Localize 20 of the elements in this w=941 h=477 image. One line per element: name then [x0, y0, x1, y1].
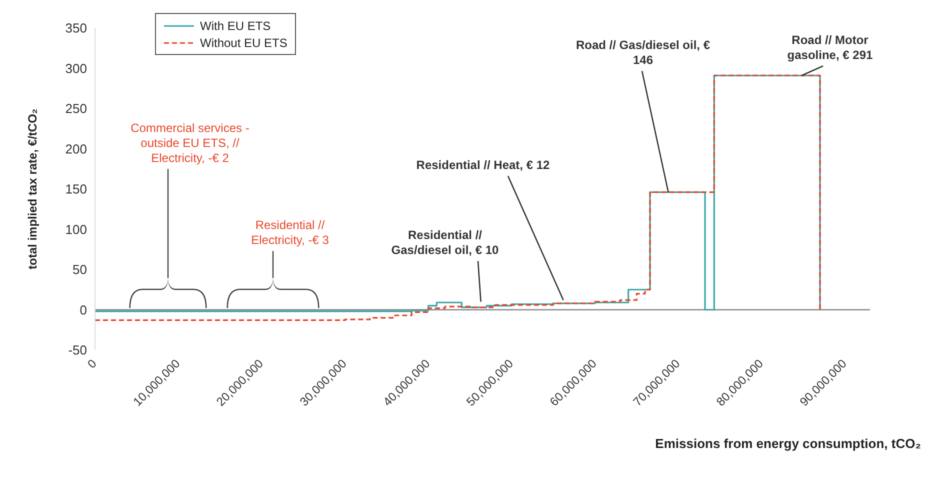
annotation: Residential // Gas/diesel oil, € 10: [390, 228, 500, 258]
y-tick-label: -50: [68, 342, 87, 358]
annotation: Residential // Electricity, -€ 3: [250, 218, 330, 248]
legend-label: With EU ETS: [200, 18, 271, 32]
y-tick-label: 200: [65, 141, 87, 156]
y-tick-label: 350: [65, 20, 87, 36]
annotation: Commercial services - outside EU ETS, // Electricity, -€ 2: [130, 121, 250, 166]
y-tick-label: 100: [65, 222, 87, 237]
y-tick-label: 250: [65, 101, 87, 116]
y-tick-label: 150: [65, 182, 87, 197]
legend-label: Without EU ETS: [200, 36, 288, 50]
y-tick-label: 300: [65, 60, 87, 76]
annotation: Residential // Heat, € 12: [416, 158, 550, 173]
x-axis-title: Emissions from energy consumption, tCO₂: [655, 436, 921, 451]
annotation: Road // Gas/diesel oil, € 146: [574, 38, 712, 68]
y-tick-label: 0: [80, 302, 87, 318]
y-tick-label: 50: [72, 262, 87, 278]
annotation: Road // Motor gasoline, € 291: [786, 33, 874, 63]
y-axis-title: total implied tax rate, €/tCO₂: [25, 108, 40, 270]
x-tick-label: 0: [84, 356, 100, 372]
